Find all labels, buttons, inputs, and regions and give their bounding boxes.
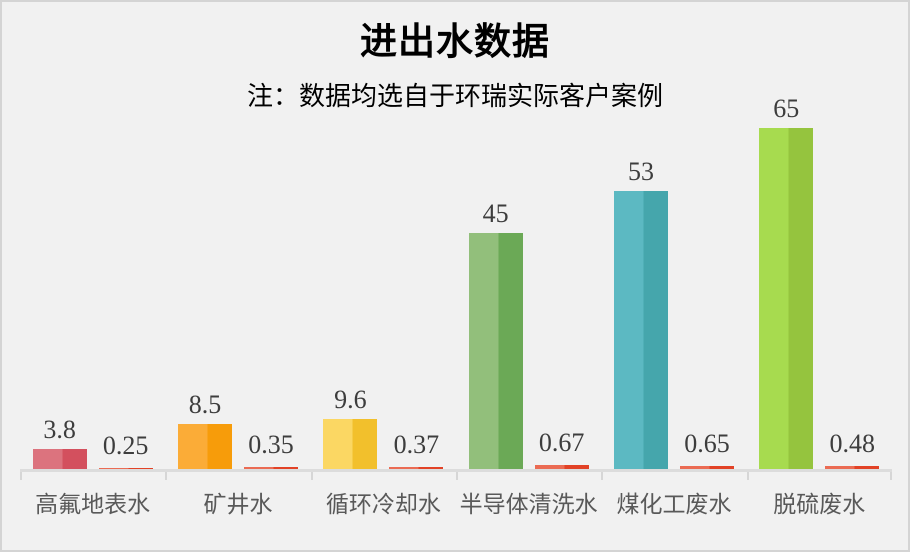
outlet-bar: [243, 467, 298, 469]
inlet-value-label: 8.5: [188, 390, 222, 419]
outlet-bar-column: 0.65: [679, 429, 734, 469]
category-group: 45 0.67 半导体清洗水: [456, 199, 601, 518]
inlet-bar: [468, 233, 523, 469]
category-group: 3.8 0.25 高氟地表水: [20, 415, 165, 517]
inlet-value-label: 65: [773, 94, 800, 123]
axis-tick: [456, 472, 458, 480]
categories-row: 3.8 0.25 高氟地表水 8.5 0.35 矿井水 9.6: [20, 94, 892, 518]
inlet-value-label: 9.6: [334, 385, 367, 414]
outlet-value-label: 0.35: [248, 430, 294, 459]
axis-tick: [20, 472, 22, 480]
inlet-bar-column: 65: [759, 94, 814, 469]
outlet-bar-column: 0.37: [389, 430, 444, 469]
inlet-value-label: 3.8: [43, 415, 76, 444]
outlet-value-label: 0.67: [538, 428, 585, 457]
bar-pair: 65 0.48: [759, 94, 880, 469]
plot-area: 3.8 0.25 高氟地表水 8.5 0.35 矿井水 9.6: [20, 2, 892, 550]
inlet-bar: [32, 449, 87, 469]
outlet-bar: [534, 465, 589, 469]
outlet-bar-column: 0.25: [98, 431, 153, 469]
axis-tick: [747, 472, 749, 480]
outlet-value-label: 0.48: [829, 429, 876, 458]
outlet-bar: [679, 466, 734, 469]
inlet-bar-column: 3.8: [32, 415, 87, 469]
axis-tick: [890, 472, 892, 480]
outlet-value-label: 0.65: [684, 429, 730, 458]
inlet-bar: [613, 191, 668, 469]
inlet-bar: [177, 424, 232, 469]
chart-subtitle: 注：数据均选自于环瑞实际客户案例: [246, 81, 663, 111]
axis-tick: [601, 472, 603, 480]
outlet-bar-column: 0.35: [243, 430, 298, 469]
category-group: 53 0.65 煤化工废水: [601, 157, 746, 517]
axis-tick: [311, 472, 313, 480]
category-label: 脱硫废水: [773, 491, 866, 517]
inlet-bar: [759, 128, 814, 469]
inlet-bar-column: 8.5: [177, 390, 232, 469]
outlet-value-label: 0.37: [393, 430, 440, 459]
category-label: 循环冷却水: [325, 491, 441, 517]
outlet-bar: [98, 468, 153, 469]
bar-pair: 45 0.67: [468, 199, 589, 469]
category-label: 半导体清洗水: [459, 491, 598, 517]
outlet-bar-column: 0.48: [825, 429, 880, 469]
category-label: 矿井水: [203, 491, 273, 517]
outlet-bar: [825, 466, 880, 469]
outlet-value-label: 0.25: [102, 431, 149, 460]
outlet-bar-column: 0.67: [534, 428, 589, 469]
bar-pair: 9.6 0.37: [323, 385, 444, 469]
inlet-bar-column: 53: [613, 157, 668, 469]
chart-title: 进出水数据: [360, 21, 550, 62]
category-group: 8.5 0.35 矿井水: [165, 390, 310, 517]
inlet-value-label: 45: [482, 199, 509, 228]
bar-pair: 53 0.65: [613, 157, 734, 469]
outlet-bar: [389, 467, 444, 469]
inlet-bar: [323, 419, 378, 469]
bar-pair: 3.8 0.25: [32, 415, 153, 469]
inlet-value-label: 53: [627, 157, 654, 186]
category-label: 高氟地表水: [35, 491, 151, 517]
axis-tick: [165, 472, 167, 480]
category-group: 9.6 0.37 循环冷却水: [311, 385, 456, 517]
x-axis-line: [20, 469, 892, 480]
inlet-bar-column: 45: [468, 199, 523, 469]
bar-pair: 8.5 0.35: [177, 390, 298, 469]
inlet-bar-column: 9.6: [323, 385, 378, 469]
category-group: 65 0.48 脱硫废水: [747, 94, 892, 517]
category-label: 煤化工废水: [616, 491, 732, 517]
